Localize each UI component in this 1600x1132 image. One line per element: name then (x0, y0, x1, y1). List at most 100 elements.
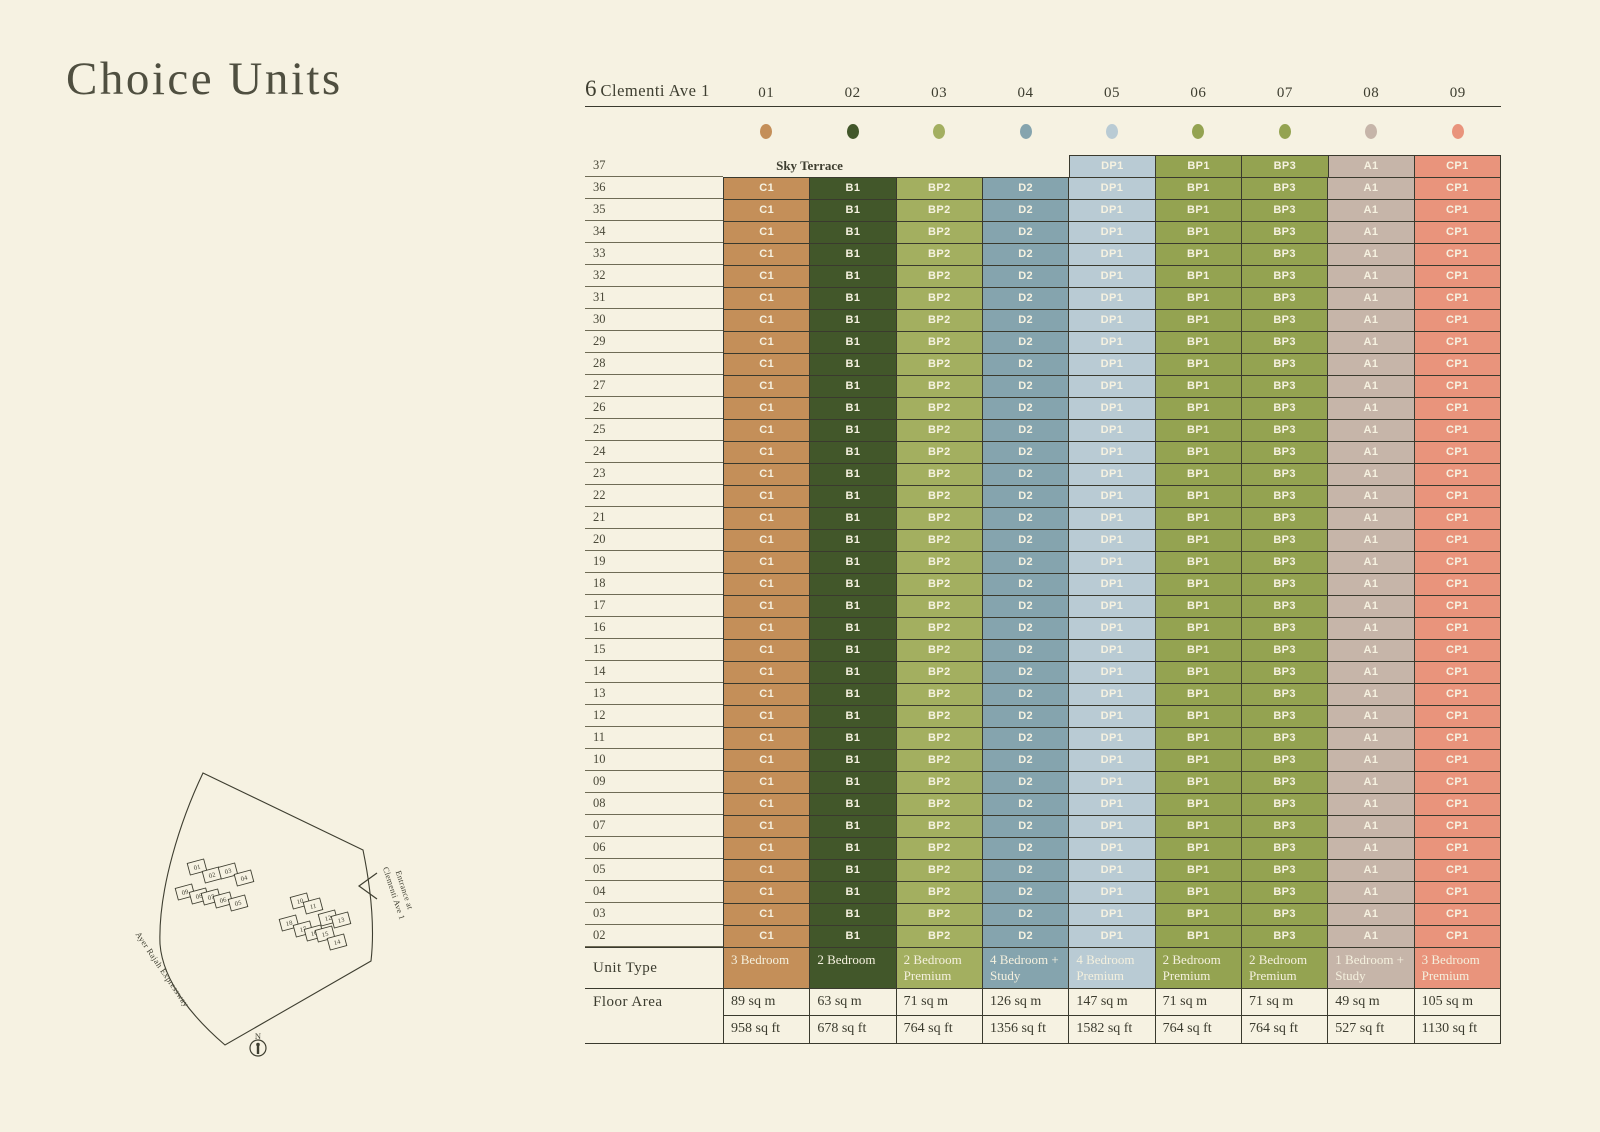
floor-row: 31 C1 B1 BP2 D2 DP1 BP1 BP3 A1 CP1 (585, 287, 1501, 309)
unit-cell: C1 (723, 529, 810, 551)
unit-cell: CP1 (1413, 529, 1501, 551)
unit-cell: C1 (723, 551, 810, 573)
floor-label: 08 (585, 793, 723, 815)
stack-dot-slot (896, 107, 982, 155)
unit-cell: D2 (981, 507, 1069, 529)
unit-cell: BP2 (895, 903, 982, 925)
floor-cells: C1 B1 BP2 D2 DP1 BP1 BP3 A1 CP1 (723, 441, 1501, 463)
unit-cell: BP3 (1240, 573, 1328, 595)
floor-cells: C1 B1 BP2 D2 DP1 BP1 BP3 A1 CP1 (723, 177, 1501, 199)
unit-cell: CP1 (1413, 199, 1501, 221)
floor-label: 13 (585, 683, 723, 705)
unit-type-cell: 4 Bedroom + Study (981, 948, 1069, 988)
unit-cell: B1 (809, 463, 896, 485)
unit-cell: DP1 (1068, 287, 1155, 309)
unit-cell: C1 (723, 507, 810, 529)
unit-cell: BP1 (1154, 881, 1241, 903)
stack-header: 05 (1103, 85, 1120, 101)
floor-row: 15 C1 B1 BP2 D2 DP1 BP1 BP3 A1 CP1 (585, 639, 1501, 661)
unit-cell: DP1 (1068, 331, 1155, 353)
unit-cell: BP3 (1240, 529, 1328, 551)
unit-cell: BP2 (895, 265, 982, 287)
unit-cell: A1 (1327, 199, 1414, 221)
unit-cell: A1 (1327, 397, 1414, 419)
floor-cells: C1 B1 BP2 D2 DP1 BP1 BP3 A1 CP1 (723, 397, 1501, 419)
unit-cell: B1 (809, 441, 896, 463)
floor-row: 08 C1 B1 BP2 D2 DP1 BP1 BP3 A1 CP1 (585, 793, 1501, 815)
unit-cell: D2 (981, 463, 1069, 485)
unit-cell: B1 (809, 529, 896, 551)
unit-cell: CP1 (1413, 683, 1501, 705)
unit-cell: BP1 (1154, 485, 1241, 507)
site-block-number: 02 (208, 872, 216, 880)
unit-cell: C1 (723, 221, 810, 243)
floor-cells: C1 B1 BP2 D2 DP1 BP1 BP3 A1 CP1 (723, 727, 1501, 749)
floor-area-sqm-cell: 147 sq m (1068, 989, 1155, 1016)
unit-cell: DP1 (1068, 617, 1155, 639)
unit-cell: C1 (723, 595, 810, 617)
unit-cell: BP2 (895, 485, 982, 507)
unit-cell: A1 (1327, 353, 1414, 375)
site-block-number: 09 (181, 888, 190, 897)
unit-cell: DP1 (1068, 221, 1155, 243)
unit-cell: C1 (723, 199, 810, 221)
unit-type-label: Unit Type (593, 960, 658, 976)
floor-row: 14 C1 B1 BP2 D2 DP1 BP1 BP3 A1 CP1 (585, 661, 1501, 683)
unit-cell: B1 (809, 705, 896, 727)
unit-cell: BP3 (1240, 485, 1328, 507)
unit-cell: DP1 (1068, 551, 1155, 573)
unit-cell: BP3 (1240, 397, 1328, 419)
unit-cell: D2 (981, 749, 1069, 771)
unit-cell: B1 (809, 243, 896, 265)
floor-cells: C1 B1 BP2 D2 DP1 BP1 BP3 A1 CP1 (723, 793, 1501, 815)
unit-cell: D2 (981, 573, 1069, 595)
unit-cell: B1 (809, 925, 896, 947)
floor-label: 17 (585, 595, 723, 617)
unit-cell: B1 (809, 771, 896, 793)
unit-cell: B1 (809, 727, 896, 749)
unit-cell: D2 (981, 793, 1069, 815)
floor-label: 11 (585, 727, 723, 749)
unit-cell: B1 (809, 661, 896, 683)
unit-cell: CP1 (1413, 507, 1501, 529)
unit-cell: BP3 (1240, 595, 1328, 617)
unit-cell: B1 (809, 903, 896, 925)
unit-cell: A1 (1327, 375, 1414, 397)
unit-cell: CP1 (1413, 837, 1501, 859)
unit-cell: C1 (723, 265, 810, 287)
unit-cell: BP2 (895, 771, 982, 793)
floor-label: 32 (585, 265, 723, 287)
floor-label: 28 (585, 353, 723, 375)
unit-type-cell: 4 Bedroom Premium (1068, 948, 1155, 988)
unit-cell: BP1 (1154, 573, 1241, 595)
unit-cell: B1 (809, 815, 896, 837)
unit-cell: DP1 (1068, 683, 1155, 705)
unit-cell: B1 (809, 419, 896, 441)
floor-row: 24 C1 B1 BP2 D2 DP1 BP1 BP3 A1 CP1 (585, 441, 1501, 463)
unit-cell: B1 (809, 375, 896, 397)
unit-cell: C1 (723, 397, 810, 419)
floor-label: 30 (585, 309, 723, 331)
unit-cell: DP1 (1068, 309, 1155, 331)
unit-cell: BP1 (1154, 353, 1241, 375)
unit-cell: BP1 (1154, 639, 1241, 661)
unit-cell: BP1 (1154, 705, 1241, 727)
site-block-number: 08 (195, 892, 204, 901)
unit-cell: BP2 (895, 727, 982, 749)
unit-type-cell: 2 Bedroom (809, 948, 896, 988)
floor-row: 07 C1 B1 BP2 D2 DP1 BP1 BP3 A1 CP1 (585, 815, 1501, 837)
floor-label: 14 (585, 661, 723, 683)
site-block: 05 (227, 894, 249, 912)
unit-cell: D2 (981, 199, 1069, 221)
site-block: 11 (302, 897, 324, 915)
floor-row: 16 C1 B1 BP2 D2 DP1 BP1 BP3 A1 CP1 (585, 617, 1501, 639)
unit-cell: C1 (723, 353, 810, 375)
unit-cell: C1 (723, 661, 810, 683)
unit-cell: BP3 (1240, 925, 1328, 947)
unit-cell: BP3 (1240, 419, 1328, 441)
unit-type-cell: 1 Bedroom + Study (1327, 948, 1414, 988)
floor-row: 35 C1 B1 BP2 D2 DP1 BP1 BP3 A1 CP1 (585, 199, 1501, 221)
unit-cell: BP1 (1154, 221, 1241, 243)
unit-cell: D2 (981, 287, 1069, 309)
floor-label: 27 (585, 375, 723, 397)
